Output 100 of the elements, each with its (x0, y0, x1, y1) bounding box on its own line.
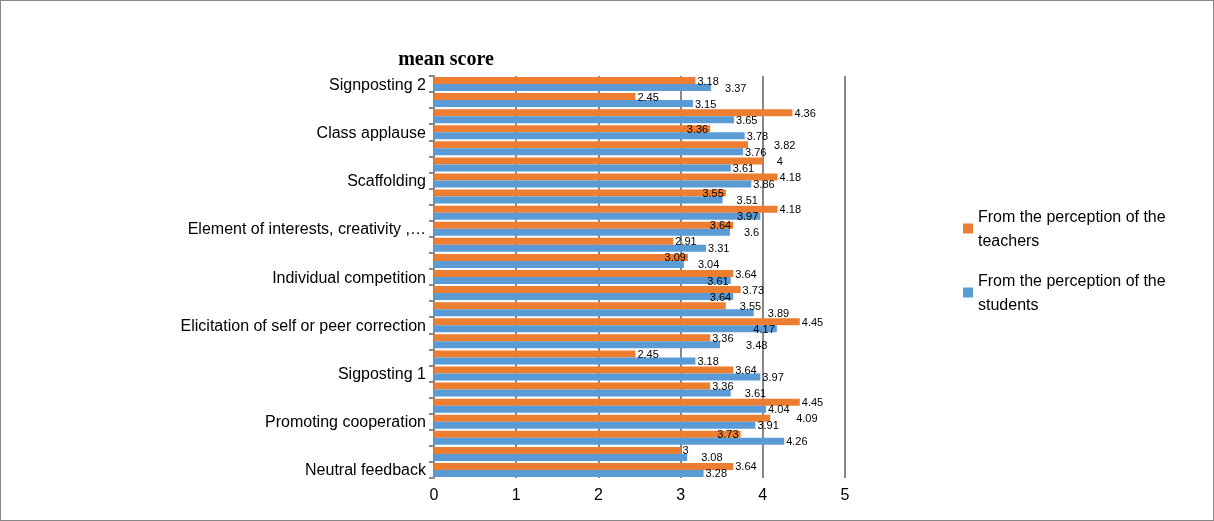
y-tick-label: Individual competition (272, 268, 426, 286)
data-label: 3.36 (712, 331, 734, 344)
x-tick-label: 0 (429, 485, 439, 503)
bar (434, 398, 800, 406)
data-label: 3.78 (746, 129, 769, 142)
bar (434, 253, 688, 261)
bar (434, 132, 745, 140)
data-label: 3.6 (743, 226, 760, 239)
bar (434, 212, 761, 220)
data-label: 3.36 (686, 122, 709, 135)
bar (434, 405, 767, 413)
data-label: 3.31 (708, 242, 730, 255)
bar (434, 350, 636, 358)
bar (434, 228, 730, 236)
data-label: 4.04 (768, 403, 790, 416)
y-tick-label: Class applause (316, 123, 427, 141)
data-label: 3.86 (753, 178, 775, 191)
bar (434, 302, 726, 310)
bar (434, 116, 735, 124)
data-label: 3.61 (732, 161, 755, 174)
bar (434, 157, 763, 165)
bar (434, 462, 734, 470)
data-label: 4.18 (779, 203, 802, 216)
y-tick-label: Elicitation of self or peer correction (180, 316, 426, 334)
data-label: 4.36 (794, 106, 816, 119)
data-label: 3.37 (725, 81, 747, 94)
bar (434, 189, 726, 197)
legend-label: From the perception of the teachers (978, 208, 1171, 249)
bar (434, 469, 704, 477)
data-label: 3.36 (712, 380, 734, 393)
bar (434, 325, 777, 333)
data-label: 3.08 (701, 451, 723, 464)
data-label: 3.48 (746, 338, 768, 351)
x-tick-label: 3 (676, 485, 686, 503)
data-label: 3 (682, 444, 689, 457)
chart-title: mean score (398, 47, 494, 69)
bar (434, 196, 723, 204)
bar (434, 277, 731, 284)
data-label: 4.18 (779, 171, 802, 184)
bar (434, 205, 778, 213)
data-label: 3.28 (705, 467, 728, 480)
data-label: 4 (776, 154, 783, 167)
bar (434, 173, 778, 181)
data-label: 3.61 (744, 387, 767, 400)
bar (434, 382, 711, 390)
data-label: 3.73 (717, 428, 739, 441)
data-label: 3.15 (694, 97, 717, 110)
y-tick-label: Sigposting 1 (337, 364, 427, 382)
bar (434, 318, 800, 326)
bar (434, 446, 681, 454)
bar (434, 286, 741, 294)
data-label: 3.65 (736, 113, 758, 126)
data-label: 3.64 (709, 290, 732, 303)
bar (434, 341, 721, 349)
bar (434, 148, 744, 156)
bar (434, 437, 785, 445)
data-label: 3.18 (697, 354, 719, 367)
bar (434, 309, 754, 317)
data-label: 3.61 (707, 274, 729, 287)
bar (434, 357, 696, 365)
bar (434, 389, 731, 397)
data-label: 2.45 (637, 90, 659, 103)
x-tick-label: 1 (511, 485, 521, 503)
y-tick-label: Element of interests, creativity ,… (187, 220, 426, 238)
bar (434, 453, 688, 461)
bar (434, 125, 711, 133)
data-label: 4.09 (796, 412, 818, 425)
bar (434, 77, 696, 85)
bar (434, 334, 711, 342)
data-label: 3.04 (697, 258, 720, 271)
y-tick-label: Neutral feedback (305, 461, 427, 479)
x-tick-label: 5 (840, 485, 850, 503)
data-label: 3.18 (697, 74, 719, 87)
data-label: 2.45 (637, 347, 659, 360)
bar (434, 244, 707, 252)
bar (434, 221, 734, 229)
x-tick-label: 4 (758, 485, 768, 503)
bar (434, 93, 636, 101)
bar (434, 421, 756, 429)
data-label: 3.82 (774, 138, 796, 151)
data-label: 3.97 (736, 210, 759, 223)
data-label: 3.64 (735, 363, 757, 376)
y-tick-label: Scaffolding (347, 172, 426, 190)
bar (434, 109, 793, 117)
data-label: 4.45 (801, 396, 824, 409)
data-label: 3.55 (739, 299, 762, 312)
bar (434, 237, 674, 245)
data-label: 4.17 (753, 322, 775, 335)
data-label: 4.26 (786, 435, 808, 448)
data-label: 4.45 (801, 315, 824, 328)
bar (434, 373, 761, 381)
x-tick-label: 2 (593, 485, 603, 503)
data-label: 3.89 (767, 306, 790, 319)
data-label: 3.91 (757, 419, 779, 432)
data-label: 3.51 (736, 194, 758, 207)
legend-label: From the perception of the students (978, 272, 1171, 313)
bar (434, 260, 684, 268)
data-label: 2.91 (675, 235, 697, 248)
data-label: 3.97 (762, 370, 784, 383)
bar (434, 164, 731, 172)
